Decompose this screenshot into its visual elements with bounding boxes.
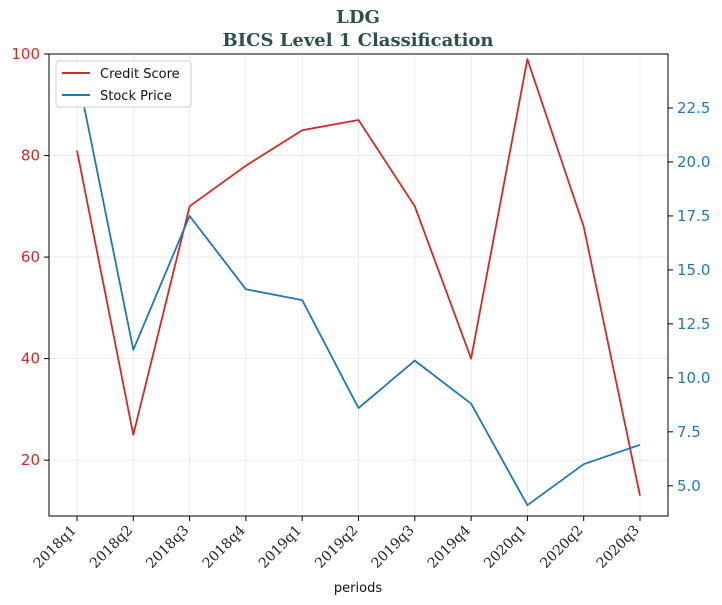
y-right-tick-label: 7.5	[677, 423, 701, 441]
grid-lines	[49, 53, 668, 516]
x-tick-label: 2018q2	[87, 523, 136, 572]
y-right-tick-label: 20.0	[677, 153, 710, 171]
x-tick-label: 2019q4	[425, 522, 474, 571]
y-right-tick-label: 10.0	[677, 369, 710, 387]
y-left-tick-label: 100	[11, 45, 40, 63]
legend-stock-price-label: Stock Price	[100, 89, 172, 104]
y-left-tick-label: 40	[21, 350, 40, 368]
x-tick-label: 2020q2	[537, 523, 586, 572]
credit-score-line	[76, 58, 641, 496]
x-axis-label: periods	[334, 581, 382, 596]
x-tick-label: 2018q4	[200, 522, 249, 571]
y-left-tick-label: 60	[21, 248, 40, 266]
x-tick-label: 2018q3	[143, 523, 192, 572]
y-right-tick-label: 5.0	[677, 477, 701, 495]
legend: Credit Score Stock Price	[55, 60, 192, 108]
chart-title: LDG	[336, 7, 380, 28]
series-lines	[76, 58, 641, 507]
y-left-tick-label: 80	[21, 147, 40, 165]
y-right-tick-label: 12.5	[677, 315, 710, 333]
y-right-tick-label: 17.5	[677, 207, 710, 225]
x-tick-label: 2019q2	[312, 523, 361, 572]
y-right-tick-label: 15.0	[677, 261, 710, 279]
x-tick-label: 2020q1	[481, 523, 530, 572]
stock-price-line	[76, 71, 641, 507]
y-right-tick-label: 22.5	[677, 99, 710, 117]
x-tick-label: 2020q3	[594, 523, 643, 572]
chart-subtitle: BICS Level 1 Classification	[222, 30, 493, 51]
x-tick-label: 2018q1	[31, 523, 80, 572]
x-tick-label: 2019q3	[368, 523, 417, 572]
legend-credit-score-label: Credit Score	[100, 67, 180, 82]
y-left-tick-label: 20	[21, 451, 40, 469]
x-tick-label: 2019q1	[256, 523, 305, 572]
